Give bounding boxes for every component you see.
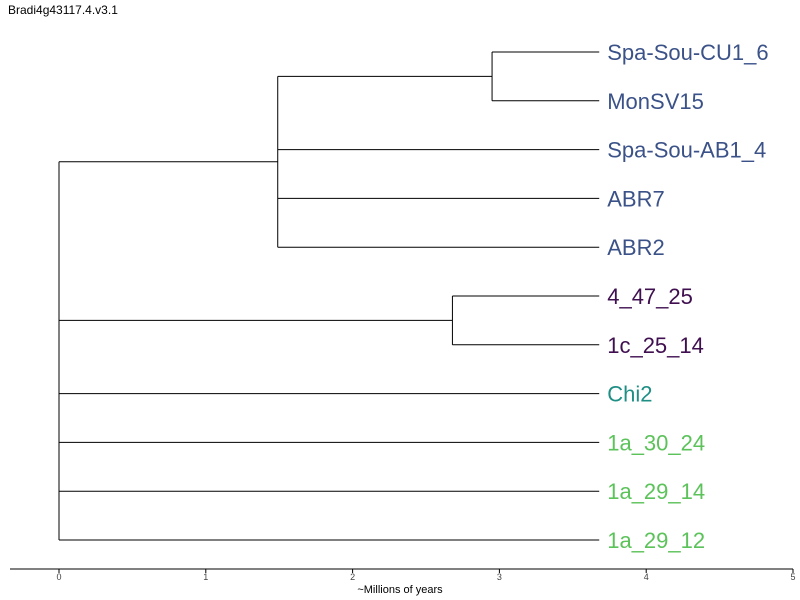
axis-title: ~Millions of years: [357, 584, 443, 596]
axis-tick-label: 3: [497, 572, 502, 582]
axis-tick-label: 2: [350, 572, 355, 582]
leaf-label: 1c_25_14: [607, 333, 704, 358]
leaf-label: ABR2: [607, 235, 664, 260]
leaf-label: ABR7: [607, 186, 664, 211]
time-axis: 0 1 2 3 4 5 ~Millions of years: [10, 568, 796, 596]
axis-ticks: 0 1 2 3 4 5: [56, 569, 796, 582]
page-title: Bradi4g43117.4.v3.1: [8, 3, 118, 17]
leaf-label: 1a_30_24: [607, 430, 705, 455]
tree-branches: [58, 51, 600, 541]
axis-tick-label: 5: [790, 572, 795, 582]
leaf-label: 4_47_25: [607, 284, 693, 309]
axis-tick-label: 0: [56, 572, 61, 582]
leaf-label: Spa-Sou-CU1_6: [607, 40, 768, 65]
leaf-label: MonSV15: [607, 89, 704, 114]
leaf-label: Chi2: [607, 382, 652, 407]
leaf-labels: Spa-Sou-CU1_6 MonSV15 Spa-Sou-AB1_4 ABR7 ABR…: [607, 40, 768, 553]
leaf-label: 1a_29_12: [607, 528, 705, 553]
axis-tick-label: 4: [644, 572, 649, 582]
leaf-label: 1a_29_14: [607, 479, 705, 504]
axis-tick-label: 1: [203, 572, 208, 582]
leaf-label: Spa-Sou-AB1_4: [607, 138, 766, 163]
